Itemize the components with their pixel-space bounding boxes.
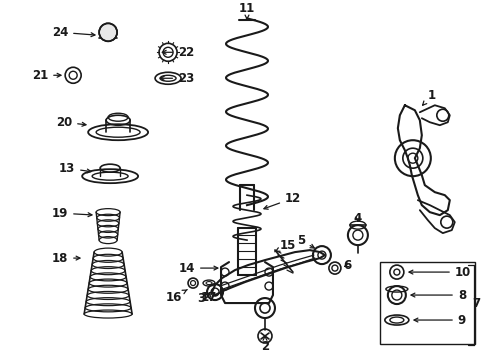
Text: 23: 23 bbox=[160, 72, 194, 85]
Text: 22: 22 bbox=[162, 46, 194, 59]
Text: 5: 5 bbox=[296, 234, 314, 248]
Text: 3: 3 bbox=[197, 292, 210, 305]
Text: 10: 10 bbox=[408, 266, 470, 279]
Text: 15: 15 bbox=[274, 239, 296, 252]
Text: 1: 1 bbox=[422, 89, 435, 105]
Text: 7: 7 bbox=[472, 297, 480, 310]
Text: 18: 18 bbox=[52, 252, 80, 265]
Text: 11: 11 bbox=[238, 2, 255, 19]
Text: 19: 19 bbox=[52, 207, 92, 220]
Text: 21: 21 bbox=[32, 69, 61, 82]
Text: 12: 12 bbox=[264, 192, 301, 209]
Bar bbox=[379, 262, 474, 344]
Text: 9: 9 bbox=[413, 314, 465, 327]
Text: 20: 20 bbox=[56, 116, 86, 129]
Text: 17: 17 bbox=[201, 291, 217, 303]
Circle shape bbox=[99, 23, 117, 41]
Text: 6: 6 bbox=[343, 258, 351, 271]
Text: 16: 16 bbox=[165, 289, 187, 303]
Text: 14: 14 bbox=[178, 262, 217, 275]
Text: 24: 24 bbox=[52, 26, 95, 39]
Text: 2: 2 bbox=[261, 336, 268, 352]
Text: 4: 4 bbox=[353, 212, 361, 225]
Text: 8: 8 bbox=[410, 289, 465, 302]
Text: 13: 13 bbox=[59, 162, 91, 175]
